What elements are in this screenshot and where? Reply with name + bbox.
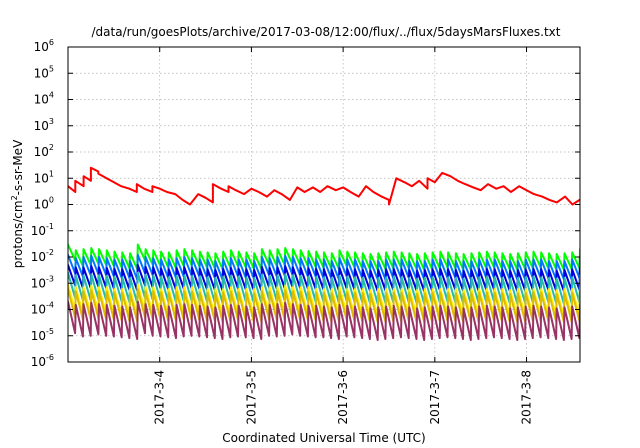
x-tick-label: 2017-3-6 — [336, 370, 350, 424]
flux-series-2 — [68, 243, 580, 271]
flux-series-4 — [68, 263, 580, 293]
flux-series-5 — [68, 271, 580, 305]
y-axis-label: protons/cm2-s-sr-MeV — [10, 139, 25, 268]
flux-series-1 — [68, 166, 580, 206]
y-tick-exponent: -1 — [46, 222, 54, 231]
y-tick-exponent: 5 — [49, 64, 54, 73]
chart-title: /data/run/goesPlots/archive/2017-03-08/1… — [92, 25, 561, 39]
y-tick-exponent: -2 — [46, 248, 54, 257]
x-tick-label: 2017-3-8 — [520, 370, 534, 424]
y-tick-exponent: 1 — [49, 169, 54, 178]
y-tick-label: 100 — [34, 196, 54, 212]
y-axis-ticks: 10-610-510-410-310-210-11001011021031041… — [31, 38, 580, 369]
y-tick-label: 101 — [34, 169, 54, 185]
flux-series-6 — [68, 283, 580, 318]
x-axis-label: Coordinated Universal Time (UTC) — [222, 431, 425, 445]
flux-series-8 — [68, 300, 580, 341]
y-tick-label: 10-2 — [31, 248, 54, 264]
y-tick-label: 10-1 — [31, 222, 54, 238]
y-tick-label: 104 — [34, 91, 54, 107]
y-tick-label: 106 — [34, 38, 54, 54]
y-tick-label: 10-5 — [31, 327, 54, 343]
y-tick-exponent: -4 — [46, 301, 54, 310]
y-tick-label: 10-3 — [31, 274, 54, 290]
y-tick-exponent: 3 — [49, 117, 54, 126]
flux-series-3 — [68, 253, 580, 281]
x-axis-ticks: 2017-3-4 2017-3-5 2017-3-6 2017-3-7 2017-3-8 — [153, 47, 534, 424]
flux-series-7 — [68, 288, 580, 323]
y-tick-exponent: 2 — [49, 143, 54, 152]
series-layer — [68, 166, 580, 341]
x-tick-label: 2017-3-4 — [153, 370, 167, 424]
y-tick-label: 10-6 — [31, 353, 54, 369]
y-tick-exponent: 4 — [49, 91, 54, 100]
y-tick-exponent: -3 — [46, 274, 54, 283]
y-tick-exponent: -6 — [46, 353, 54, 362]
y-tick-exponent: 0 — [49, 196, 54, 205]
y-tick-label: 10-4 — [31, 301, 54, 317]
x-tick-label: 2017-3-7 — [428, 370, 442, 424]
y-tick-label: 103 — [34, 117, 54, 133]
y-tick-exponent: 6 — [49, 38, 54, 47]
y-tick-label: 102 — [34, 143, 54, 159]
y-tick-label: 105 — [34, 64, 54, 80]
x-tick-label: 2017-3-5 — [244, 370, 258, 424]
y-tick-exponent: -5 — [46, 327, 54, 336]
